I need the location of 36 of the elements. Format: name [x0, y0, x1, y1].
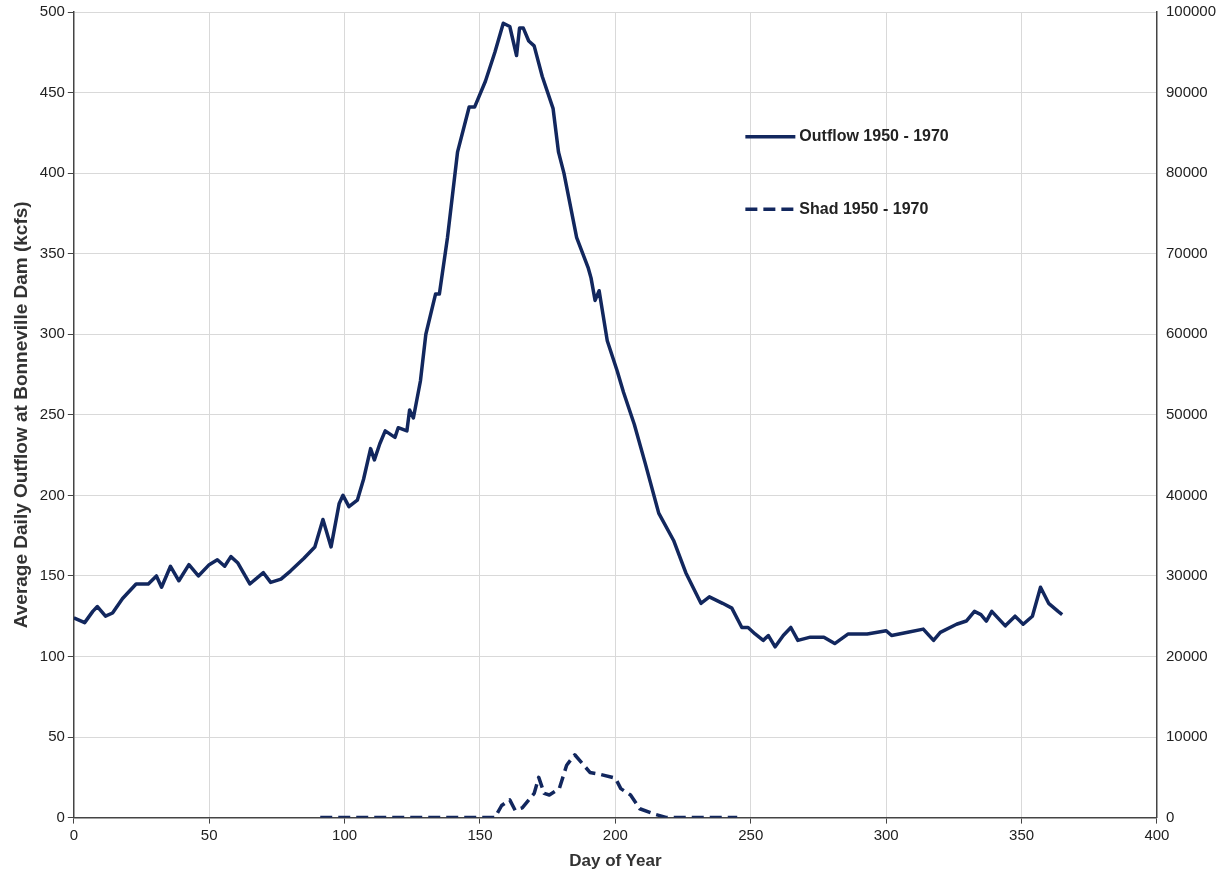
y-tick-label: 400 — [39, 163, 65, 181]
y-tick-label: 200 — [39, 485, 65, 503]
y-tick-label: 150 — [39, 566, 65, 584]
y-tick-label: 500 — [39, 2, 65, 20]
y-tick-label: 300 — [39, 324, 65, 342]
y2-tick-label: 0 — [1165, 807, 1175, 825]
x-tick-label: 250 — [738, 825, 764, 843]
x-tick-label: 150 — [467, 825, 493, 843]
y-tick-label: 0 — [56, 807, 65, 825]
x-axis-title: Day of Year — [569, 851, 662, 871]
x-tick-label: 400 — [1144, 825, 1170, 843]
y2-tick-label: 60000 — [1165, 324, 1208, 342]
x-tick-label: 0 — [69, 825, 78, 843]
x-tick-label: 100 — [332, 825, 358, 843]
line-series — [318, 753, 739, 818]
y-tick-label: 350 — [39, 243, 65, 261]
y-tick-label: 100 — [39, 646, 65, 664]
x-tick-label: 200 — [602, 825, 628, 843]
legend-label: Outflow 1950 - 1970 — [799, 127, 949, 145]
y2-tick-label: 10000 — [1165, 727, 1208, 745]
y2-tick-label: 100000 — [1165, 2, 1217, 20]
y-tick-label: 250 — [39, 404, 65, 422]
y-tick-label: 50 — [48, 727, 65, 745]
y2-tick-label: 30000 — [1165, 566, 1208, 584]
y2-tick-label: 40000 — [1165, 485, 1208, 503]
x-tick-label: 350 — [1009, 825, 1035, 843]
y2-tick-label: 90000 — [1165, 82, 1208, 100]
x-tick-label: 50 — [200, 825, 218, 843]
y-tick-label: 450 — [39, 82, 65, 100]
y2-tick-label: 70000 — [1165, 243, 1208, 261]
y2-tick-label: 50000 — [1165, 404, 1208, 422]
y2-tick-label: 20000 — [1165, 646, 1208, 664]
y2-tick-label: 80000 — [1165, 163, 1208, 181]
legend-label: Shad 1950 - 1970 — [799, 199, 929, 217]
x-tick-label: 300 — [873, 825, 899, 843]
y-axis-title: Average Daily Outflow at Bonneville Dam (kcfs) — [9, 201, 31, 629]
